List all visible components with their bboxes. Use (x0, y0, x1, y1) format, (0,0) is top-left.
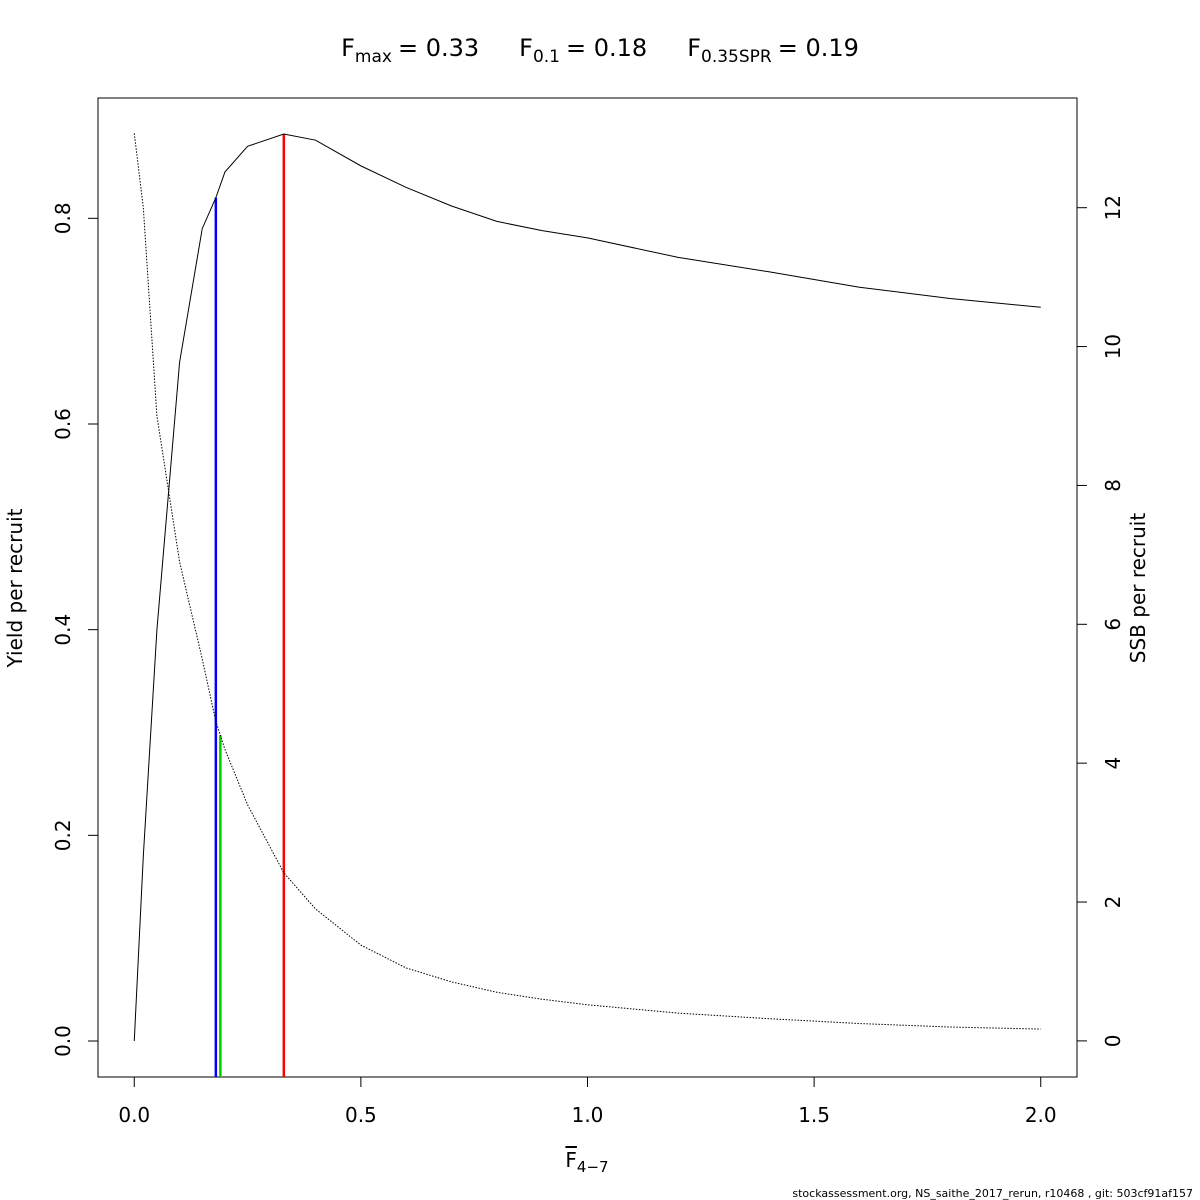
footer: stockassessment.org, NS_saithe_2017_reru… (792, 1187, 1193, 1200)
y-tick-label: 0.4 (51, 614, 75, 646)
y2-tick-label: 10 (1101, 334, 1125, 359)
y2-tick-label: 4 (1101, 757, 1125, 770)
x-axis-label: F4−7 (565, 1148, 608, 1176)
y-tick-label: 0.0 (51, 1025, 75, 1057)
x-tick-label: 0.0 (118, 1103, 150, 1127)
y2-tick-label: 0 (1101, 1035, 1125, 1048)
x-tick-label: 0.5 (345, 1103, 377, 1127)
x-label-symbol: F (565, 1148, 577, 1172)
series-line (133, 133, 1041, 1030)
y-axis-label: Yield per recruit (3, 508, 27, 668)
title-subscript: 0.35SPR (701, 47, 772, 67)
y-tick-label: 0.6 (51, 408, 75, 440)
x-tick-label: 1.5 (798, 1103, 830, 1127)
x-label-subscript: 4−7 (577, 1158, 609, 1176)
title-subscript: max (355, 47, 392, 67)
y2-tick-label: 2 (1101, 896, 1125, 909)
title-value: = 0.18 (566, 34, 647, 62)
plot-frame (97, 97, 1078, 1078)
y2-tick-label: 6 (1101, 618, 1125, 631)
y2-axis-label: SSB per recruit (1126, 513, 1150, 664)
x-tick-label: 2.0 (1025, 1103, 1057, 1127)
title-value: = 0.33 (398, 34, 479, 62)
title-symbol: F (341, 34, 355, 62)
y2-tick-label: 12 (1101, 195, 1125, 220)
series-line (133, 133, 1041, 1042)
y-tick-label: 0.8 (51, 202, 75, 234)
title-subscript: 0.1 (533, 47, 560, 67)
y-tick-label: 0.2 (51, 819, 75, 851)
title-value: = 0.19 (778, 34, 859, 62)
chart-title: Fmax = 0.33 F0.1 = 0.18 F0.35SPR = 0.19 (341, 34, 859, 67)
y2-tick-label: 8 (1101, 479, 1125, 492)
title-symbol: F (687, 34, 701, 62)
x-tick-label: 1.0 (572, 1103, 604, 1127)
title-symbol: F (519, 34, 533, 62)
